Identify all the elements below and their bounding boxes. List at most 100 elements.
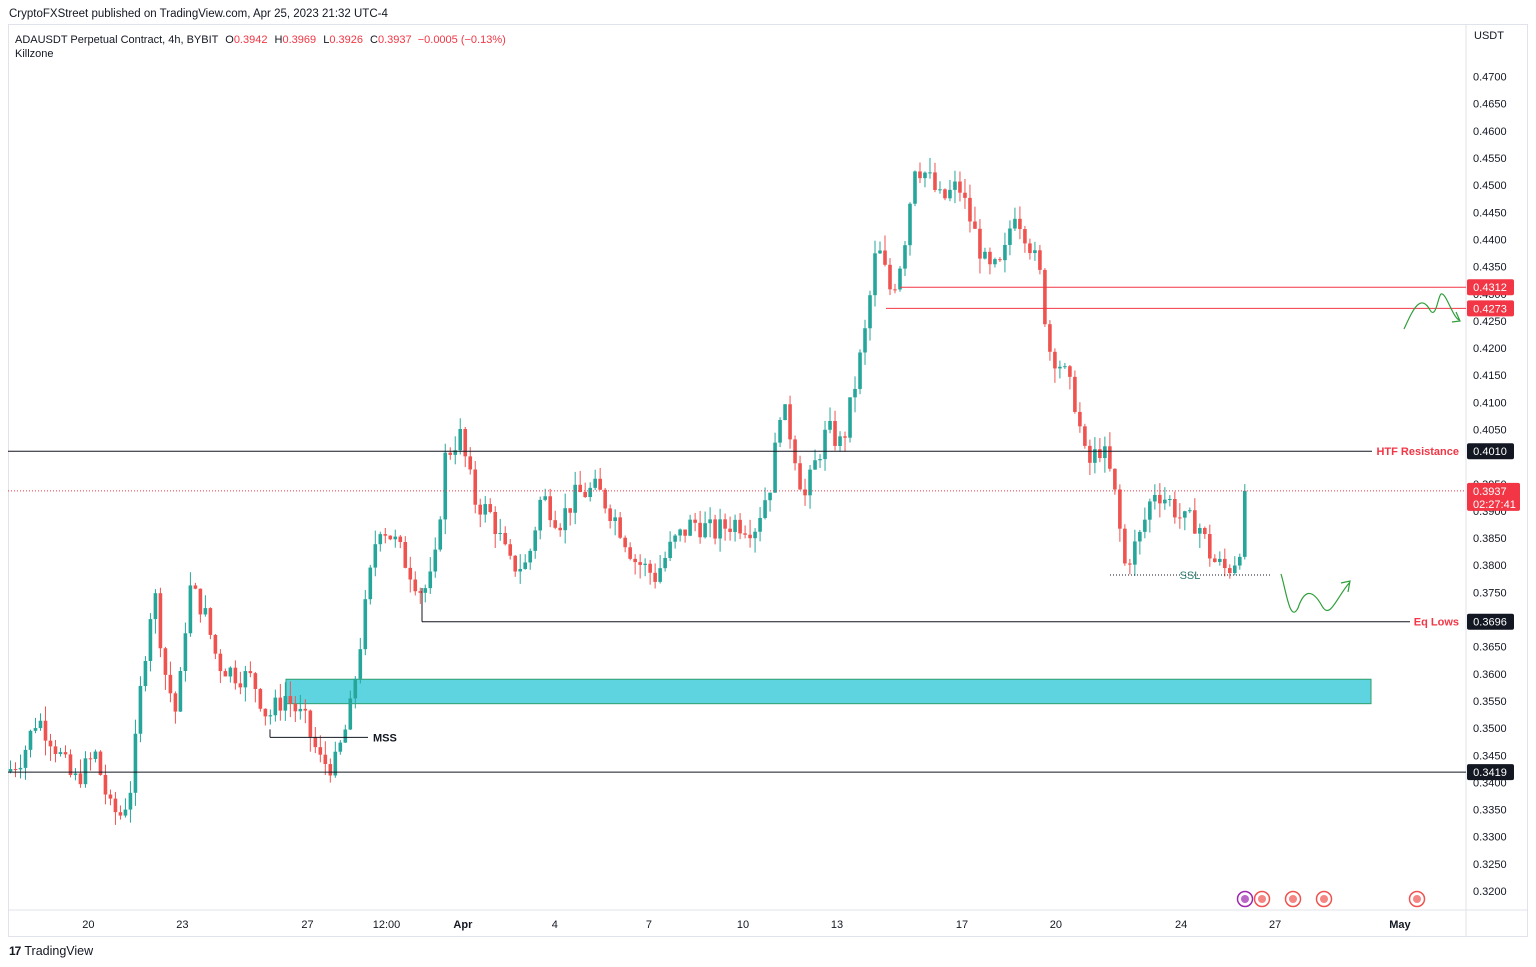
candle-body [198,588,203,615]
legend-change: −0.0005 (−0.13%) [417,34,506,46]
event-icon-dot [1258,895,1266,903]
candle-body [528,550,533,563]
symbol-legend: ADAUSDT Perpetual Contract, 4h, BYBIT O0… [15,33,506,47]
candle-body [1238,556,1242,566]
badge-3419-text: 0.3419 [1473,767,1507,779]
candle-body [248,671,253,674]
candle-body [823,429,827,460]
candle-body [883,250,887,265]
candle-body [788,404,792,440]
candle-body [723,519,727,529]
candle-body [548,496,552,521]
candle-body [668,541,672,558]
candle-body [23,749,28,768]
chart-frame [8,24,1528,937]
candle-body [263,708,268,717]
y-tick-label: 0.4200 [1473,343,1507,355]
candle-body [93,751,98,759]
candle-body [943,189,947,199]
candle-body [298,708,303,712]
candle-body [858,352,862,389]
candle-body [1178,517,1182,519]
candle-body [308,710,313,737]
candle-body [383,534,388,536]
candle-body [683,529,687,536]
x-tick-label: 20 [82,919,94,931]
legend-open-label: O [225,34,234,46]
candle-body [1223,558,1227,569]
candle-body [193,585,198,589]
y-tick-label: 0.3600 [1473,669,1507,681]
candle-body [503,532,508,545]
candle-body [508,544,513,556]
x-tick-label: 23 [176,919,188,931]
badge-4312 [1467,279,1514,296]
candle-body [543,496,547,500]
candle-body [433,549,438,572]
event-icon-dot [1241,895,1249,903]
currency-label: USDT [1474,30,1504,42]
candle-body [563,508,567,531]
candle-body [1208,534,1212,559]
candle-body [278,697,283,711]
candle-body [518,568,523,572]
candle-body [178,670,183,712]
candle-body [708,519,712,524]
candle-body [868,295,872,329]
candle-body [1183,511,1187,518]
candle-body [253,673,258,689]
candle-body [1113,468,1117,490]
y-tick-label: 0.4700 [1473,72,1507,84]
candle-body [443,452,448,520]
candle-body [273,697,278,716]
y-tick-label: 0.3200 [1473,886,1507,898]
badge-countdown-text: 02:27:41 [1473,499,1516,511]
candle-body [413,579,418,592]
candle-body [483,504,488,515]
candle-body [613,517,617,521]
x-tick-label: 12:00 [373,919,401,931]
tradingview-logo-icon: 17 [9,944,21,958]
footer-branding[interactable]: 17 TradingView [9,944,93,958]
candle-body [328,764,333,776]
candle-body [703,523,707,538]
candle-body [1128,563,1132,565]
candle-body [313,736,318,748]
x-tick-label: 10 [737,919,749,931]
event-icon-dot [1289,895,1297,903]
candle-body [1158,494,1162,504]
candle-body [1118,489,1122,529]
candle-body [28,730,33,750]
candle-body [103,774,108,795]
candle-body [428,571,433,589]
x-tick-label: 4 [552,919,558,931]
y-tick-label: 0.3500 [1473,723,1507,735]
candle-body [903,245,907,269]
candle-body [343,729,348,743]
candle-body [573,484,577,513]
x-tick-label: 7 [646,919,652,931]
candle-body [1218,558,1222,562]
candle-body [628,547,632,559]
candle-body [33,728,38,731]
badge-3419 [1467,764,1514,781]
legend-high-label: H [274,34,283,46]
htf-resistance-label: HTF Resistance [1376,446,1459,458]
candle-body [158,593,163,649]
candle-body [323,754,328,765]
candle-body [733,519,737,532]
candle-body [1123,528,1127,564]
candle-body [523,562,528,569]
legend-high-value: 0.3969 [282,34,317,46]
y-tick-label: 0.4250 [1473,316,1507,328]
candle-body [48,740,53,747]
indicator-name[interactable]: Killzone [15,48,54,60]
legend-close-value: 0.3937 [378,34,412,46]
candle-body [993,259,997,265]
candle-body [83,758,88,785]
candle-body [598,478,602,490]
candle-body [658,568,662,582]
candle-body [423,588,428,593]
candle-body [1008,228,1012,245]
